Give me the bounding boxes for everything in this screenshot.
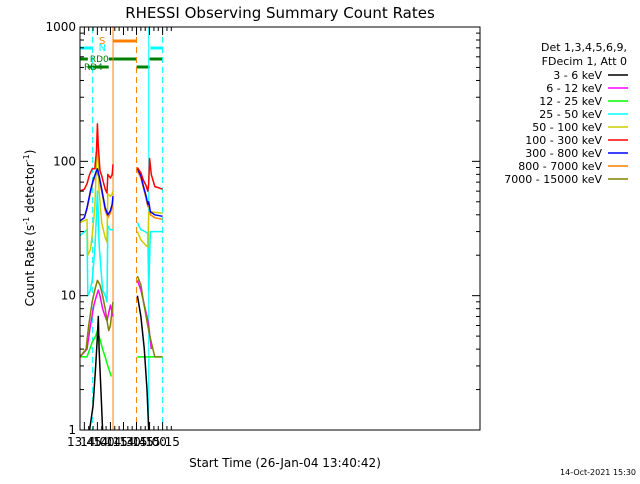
y-label-sup-2: -1	[22, 154, 31, 162]
x-tick-label: 14:15	[93, 435, 128, 449]
series-line	[136, 295, 150, 430]
n-label: N	[99, 43, 106, 54]
series-layer	[80, 123, 163, 430]
y-label-part-2: detector	[23, 162, 37, 217]
y-tick-label: 1000	[45, 20, 76, 34]
legend-entry-label: 3 - 6 keV	[553, 69, 602, 82]
rd4-label: RD4	[84, 63, 103, 73]
legend-entry-label: 7000 - 15000 keV	[504, 173, 602, 186]
series-line	[80, 190, 113, 303]
series-line	[88, 315, 104, 430]
x-tick-label: 15:15	[145, 435, 180, 449]
rd0-label: RD0	[90, 55, 109, 65]
y-label-part-3: )	[23, 150, 37, 155]
y-axis-label: Count Rate (s-1 detector-1)	[22, 150, 37, 307]
series-line	[136, 157, 163, 192]
x-axis-label: Start Time (26-Jan-04 13:40:42)	[189, 456, 381, 470]
y-label-sup-1: -1	[22, 217, 31, 225]
series-line	[80, 289, 114, 358]
legend-header-line-2: FDecim 1, Att 0	[542, 55, 627, 68]
series-line	[80, 168, 114, 222]
y-tick-label: 10	[61, 289, 76, 303]
y-label-part-1: Count Rate (s	[23, 225, 37, 307]
legend: Det 1,3,4,5,6,9, FDecim 1, Att 0 3 - 6 k…	[504, 41, 628, 186]
series-line	[136, 168, 163, 218]
legend-entry-label: 12 - 25 keV	[539, 95, 602, 108]
series-line	[80, 123, 114, 194]
plot-frame	[79, 26, 481, 431]
legend-header-line-1: Det 1,3,4,5,6,9,	[541, 41, 627, 54]
x-tick-label: 14:30	[106, 435, 141, 449]
x-tick-label: 14:45	[119, 435, 154, 449]
legend-entry-label: 800 - 7000 keV	[518, 160, 602, 173]
legend-entry-label: 100 - 300 keV	[525, 134, 602, 147]
y-tick-label: 1	[68, 423, 76, 437]
legend-entry-label: 25 - 50 keV	[539, 108, 602, 121]
chart-title: RHESSI Observing Summary Count Rates	[125, 4, 435, 22]
x-tick-label: 14:00	[80, 435, 115, 449]
date-stamp: 14-Oct-2021 15:30	[560, 468, 636, 477]
s-label: S	[99, 36, 105, 47]
legend-entry-label: 300 - 800 keV	[525, 147, 602, 160]
y-tick-label: 100	[53, 154, 76, 168]
series-line	[80, 279, 114, 358]
legend-entry-label: 6 - 12 keV	[546, 82, 602, 95]
x-tick-label: 13:45	[67, 435, 102, 449]
y-axis: 1 10 100 1000	[45, 20, 480, 437]
legend-entry-label: 50 - 100 keV	[532, 121, 602, 134]
series-line	[136, 275, 163, 358]
series-line	[80, 136, 114, 256]
x-tick-label: 15:00	[132, 435, 167, 449]
